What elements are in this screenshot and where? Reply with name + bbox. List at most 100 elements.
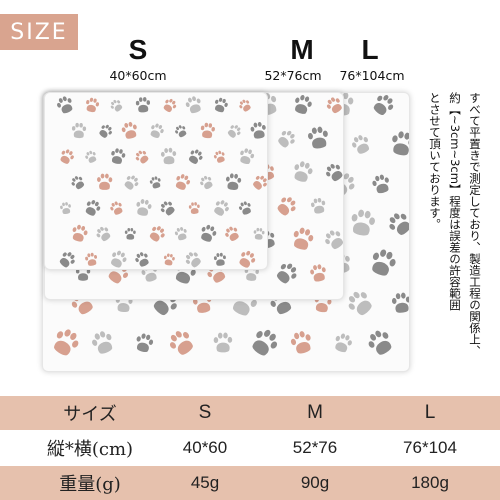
paw-print-icon [325, 230, 343, 250]
table-row: 縦*横(cm) 40*60 52*76 76*104 [0, 431, 500, 465]
paw-print-icon [294, 161, 313, 182]
paw-print-icon [252, 329, 278, 356]
note-line-2: 約【~3cm~3cm】程度は誤差の許容範囲 [448, 92, 462, 311]
paw-print-icon [326, 97, 342, 114]
paw-print-icon [111, 250, 127, 268]
paw-print-icon [136, 199, 152, 216]
paw-print-icon [169, 331, 193, 355]
paw-print-icon [293, 227, 314, 250]
paw-print-icon [54, 329, 79, 356]
paw-print-icon [240, 148, 255, 165]
paw-print-icon [253, 227, 265, 240]
paw-print-icon [214, 200, 229, 216]
paw-pattern-s [57, 96, 267, 268]
size-letter-m: M [290, 34, 314, 65]
cell-size-s: S [198, 402, 212, 423]
paw-print-icon [149, 226, 165, 242]
paw-print-icon [86, 97, 100, 113]
paw-print-icon [250, 121, 266, 139]
paw-print-icon [175, 174, 190, 190]
paw-print-icon [135, 252, 149, 267]
paw-print-icon [392, 131, 409, 156]
paw-print-icon [149, 176, 161, 189]
row-label-dims: 縦*横(cm) [46, 439, 134, 460]
paw-print-icon [72, 224, 88, 242]
size-dims-m: 52*76cm [264, 68, 322, 83]
paw-print-icon [59, 252, 75, 268]
paw-print-icon [97, 173, 113, 190]
paw-print-icon [85, 200, 101, 216]
paw-print-icon [225, 226, 239, 242]
paw-print-icon [111, 148, 126, 164]
paw-print-icon [57, 96, 73, 114]
cell-dims-s: 40*60 [182, 438, 228, 457]
table-row: サイズ S M L [0, 396, 500, 430]
paw-print-icon [225, 173, 242, 190]
paw-print-icon [213, 252, 226, 266]
paw-print-icon [253, 175, 267, 190]
size-letter-l: L [361, 34, 379, 65]
paw-print-icon [351, 209, 375, 236]
paw-print-icon [110, 99, 123, 112]
size-dims-s: 40*60cm [109, 68, 167, 83]
paw-print-icon [239, 99, 251, 112]
paw-print-icon [213, 150, 225, 163]
paw-print-icon [175, 125, 187, 138]
paw-print-icon [373, 95, 394, 116]
paw-print-icon [124, 227, 136, 240]
paw-print-icon [200, 122, 215, 139]
paw-print-icon [110, 201, 123, 215]
paw-print-icon [136, 333, 154, 353]
paw-print-icon [352, 135, 370, 154]
cell-weight-s: 45g [190, 473, 220, 492]
paw-print-icon [99, 124, 112, 138]
size-badge: SIZE [0, 14, 78, 50]
paw-print-icon [391, 292, 409, 313]
paw-print-icon [60, 202, 71, 214]
spec-table: サイズ S M L 縦*横(cm) 40*60 52*76 76*104 重量(… [0, 396, 500, 500]
paw-print-icon [193, 292, 212, 313]
paw-print-icon [372, 249, 396, 276]
paw-print-icon [201, 224, 217, 242]
cell-size-l: L [424, 402, 436, 423]
paw-print-icon [277, 197, 296, 216]
cell-dims-l: 76*104 [403, 438, 457, 457]
paw-print-icon [290, 331, 311, 354]
note-line-3: とさせて頂いております。 [428, 92, 442, 230]
cell-size-m: M [307, 402, 323, 423]
paw-print-icon [188, 149, 203, 164]
paw-print-icon [185, 252, 201, 268]
paw-print-icon [200, 175, 213, 190]
paw-print-icon [85, 252, 98, 266]
paw-print-icon [188, 202, 200, 214]
cell-dims-m: 52*76 [292, 438, 338, 457]
cell-weight-m: 90g [300, 473, 330, 492]
paw-print-icon [227, 125, 241, 138]
paw-print-icon [311, 197, 326, 214]
paw-print-icon [239, 250, 256, 268]
paw-print-icon [185, 96, 201, 114]
paw-print-icon [150, 123, 164, 139]
paw-print-icon [326, 163, 343, 182]
cell-weight-l: 180g [411, 473, 449, 492]
paw-print-icon [160, 147, 177, 165]
row-label-size: サイズ [63, 404, 117, 425]
paw-print-icon [368, 330, 392, 355]
table-row: 重量(g) 45g 90g 180g [0, 466, 500, 500]
paw-print-icon [348, 291, 372, 316]
paw-print-icon [389, 213, 409, 235]
size-badge-text: SIZE [10, 19, 68, 45]
paw-print-icon [135, 97, 151, 113]
paw-print-icon [121, 121, 137, 139]
paw-print-icon [295, 94, 312, 114]
paw-print-icon [215, 97, 228, 113]
paw-print-icon [239, 201, 251, 215]
row-label-weight: 重量(g) [59, 474, 121, 495]
paw-print-icon [307, 126, 328, 149]
size-letter-s: S [128, 34, 148, 65]
note-line-1: すべて平置きで測定しており、製造工程の関係上、 [468, 92, 482, 357]
paw-print-icon [310, 264, 326, 282]
paw-print-icon [85, 150, 97, 163]
paw-print-icon [163, 253, 175, 266]
paw-print-icon [372, 174, 389, 194]
